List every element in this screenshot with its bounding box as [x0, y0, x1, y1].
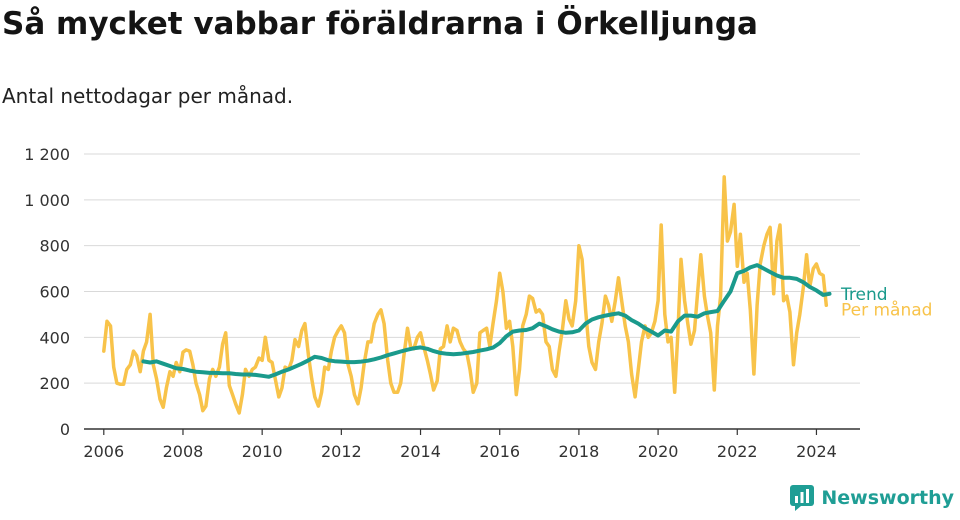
y-axis-ticks: 0 200 400 600 800 1 000 1 200 [24, 145, 70, 439]
y-tick-label: 400 [39, 328, 70, 347]
x-tick-label: 2012 [321, 442, 362, 461]
x-tick-label: 2018 [559, 442, 600, 461]
trend-label: Trend [840, 285, 888, 305]
x-tick-label: 2024 [796, 442, 837, 461]
trend-line [141, 263, 832, 379]
x-tick-label: 2020 [638, 442, 679, 461]
x-axis: 2006 2008 2010 2012 2014 2016 2018 2020 2022 2024 [83, 428, 860, 461]
x-tick-label: 2010 [242, 442, 283, 461]
y-tick-label: 1 200 [24, 145, 70, 164]
chart-subtitle: Antal nettodagar per månad. [2, 84, 294, 108]
x-tick-label: 2022 [717, 442, 758, 461]
newsworthy-logo-icon [790, 485, 815, 511]
y-tick-label: 1 000 [24, 191, 70, 210]
series-lines [102, 175, 832, 415]
y-tick-label: 800 [39, 237, 70, 256]
x-tick-label: 2008 [163, 442, 204, 461]
chart-title: Så mycket vabbar föräldrarna i Örkelljun… [2, 6, 758, 42]
x-tick-label: 2006 [83, 442, 124, 461]
monthly-label: Per månad [841, 299, 932, 320]
x-tick-label: 2016 [479, 442, 520, 461]
y-tick-label: 600 [39, 283, 70, 302]
y-tick-label: 200 [39, 374, 70, 393]
newsworthy-brand-text: Newsworthy [821, 487, 954, 509]
monthly-line [102, 175, 829, 415]
y-tick-label: 0 [60, 420, 70, 439]
x-tick-label: 2014 [400, 442, 441, 461]
newsworthy-logo: Newsworthy [789, 484, 954, 512]
